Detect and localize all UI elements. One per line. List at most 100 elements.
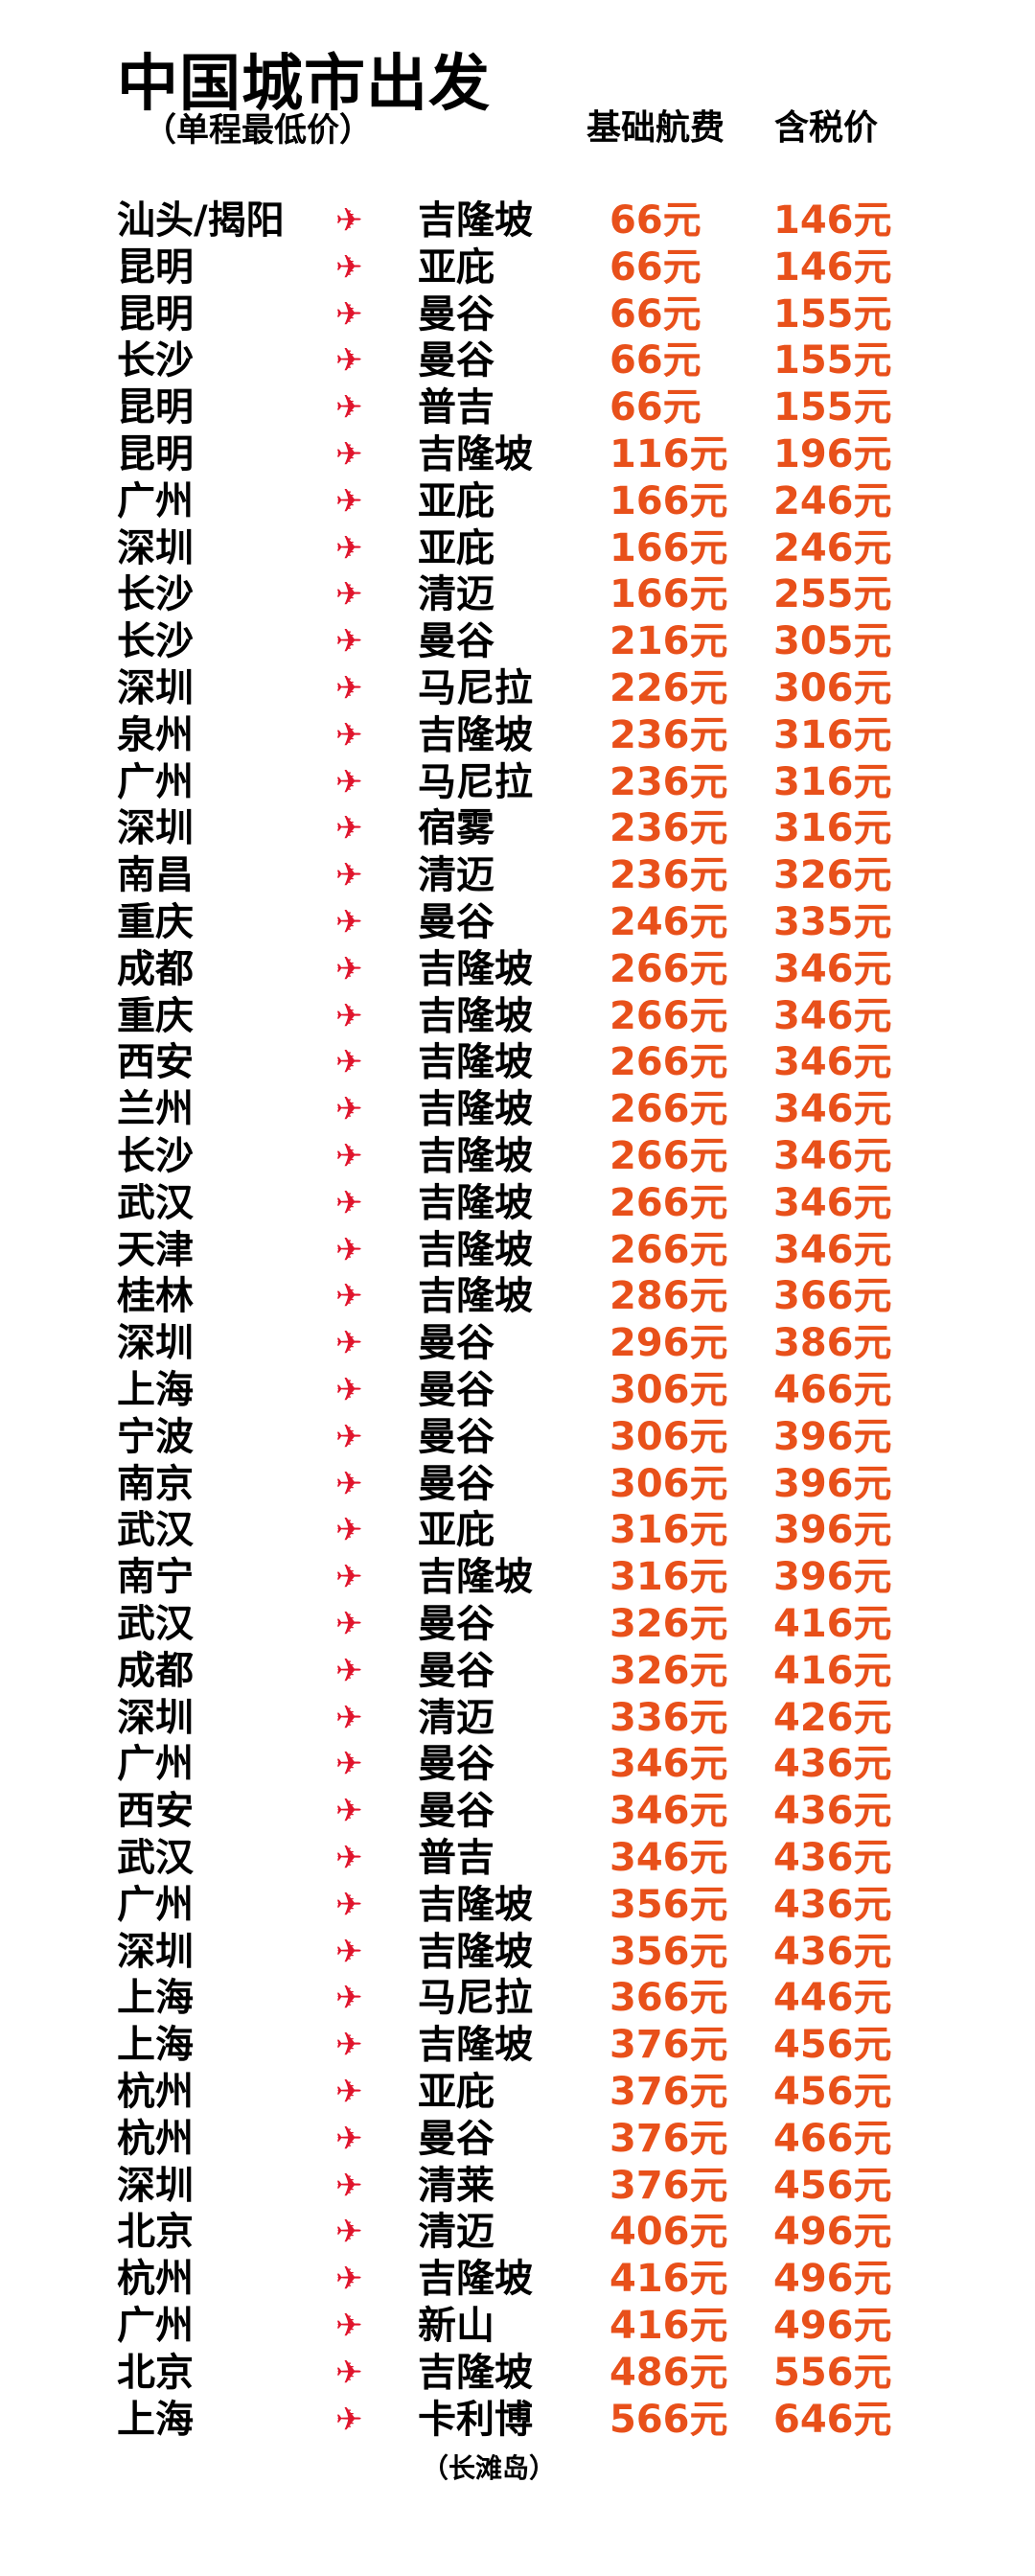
destination-city: 吉隆坡 xyxy=(418,994,533,1038)
airplane-icon: ✈ xyxy=(335,2401,363,2439)
tax-included-price: 436元 xyxy=(773,1836,892,1880)
tax-included-price: 386元 xyxy=(773,1321,892,1365)
tax-included-price: 456元 xyxy=(773,2023,892,2067)
destination-city: 吉隆坡 xyxy=(418,198,533,243)
destination-city: 卡利博 xyxy=(418,2398,533,2442)
origin-city: 桂林 xyxy=(117,1274,194,1318)
airplane-icon: ✈ xyxy=(335,1324,363,1362)
base-fare: 346元 xyxy=(610,1789,728,1833)
base-fare: 166元 xyxy=(610,572,728,616)
route-row: 成都 ✈ 曼谷 326元 416元 xyxy=(0,1648,1035,1694)
airplane-icon: ✈ xyxy=(335,435,363,474)
base-fare: 266元 xyxy=(610,1087,728,1131)
airplane-icon: ✈ xyxy=(335,950,363,988)
destination-city: 吉隆坡 xyxy=(418,1134,533,1178)
route-row: 上海 ✈ 曼谷 306元 466元 xyxy=(0,1367,1035,1413)
destination-city: 清莱 xyxy=(418,2164,494,2208)
origin-city: 南昌 xyxy=(117,853,194,897)
origin-city: 昆明 xyxy=(117,292,194,337)
tax-included-price: 326元 xyxy=(773,853,892,897)
tax-included-price: 466元 xyxy=(773,1368,892,1412)
origin-city: 重庆 xyxy=(117,994,194,1038)
destination-city: 吉隆坡 xyxy=(418,1087,533,1131)
base-fare: 346元 xyxy=(610,1836,728,1880)
route-row: 桂林 ✈ 吉隆坡 286元 366元 xyxy=(0,1273,1035,1319)
base-fare: 266元 xyxy=(610,1181,728,1225)
destination-city: 亚庇 xyxy=(418,526,494,570)
airplane-icon: ✈ xyxy=(335,1605,363,1643)
tax-included-price: 255元 xyxy=(773,572,892,616)
route-row: 泉州 ✈ 吉隆坡 236元 316元 xyxy=(0,712,1035,758)
base-fare: 166元 xyxy=(610,526,728,570)
airplane-icon: ✈ xyxy=(335,903,363,941)
tax-included-price: 396元 xyxy=(773,1508,892,1552)
route-row: 昆明 ✈ 吉隆坡 116元 196元 xyxy=(0,431,1035,477)
origin-city: 昆明 xyxy=(117,432,194,476)
route-row: 上海 ✈ 马尼拉 366元 446元 xyxy=(0,1975,1035,2021)
tax-included-price: 436元 xyxy=(773,1930,892,1974)
airplane-icon: ✈ xyxy=(335,2213,363,2251)
airplane-icon: ✈ xyxy=(335,341,363,380)
route-row: 兰州 ✈ 吉隆坡 266元 346元 xyxy=(0,1086,1035,1132)
base-fare: 266元 xyxy=(610,1228,728,1272)
route-row: 宁波 ✈ 曼谷 306元 396元 xyxy=(0,1414,1035,1460)
destination-city: 吉隆坡 xyxy=(418,1883,533,1927)
base-fare: 416元 xyxy=(610,2257,728,2301)
base-fare: 116元 xyxy=(610,432,728,476)
base-fare: 376元 xyxy=(610,2164,728,2208)
origin-city: 重庆 xyxy=(117,900,194,944)
origin-city: 兰州 xyxy=(117,1087,194,1131)
airplane-icon: ✈ xyxy=(335,295,363,334)
origin-city: 泉州 xyxy=(117,713,194,757)
origin-city: 深圳 xyxy=(117,666,194,710)
route-row: 广州 ✈ 新山 416元 496元 xyxy=(0,2303,1035,2349)
destination-city: 曼谷 xyxy=(418,1602,494,1646)
origin-city: 长沙 xyxy=(117,572,194,616)
origin-city: 武汉 xyxy=(117,1836,194,1880)
airplane-icon: ✈ xyxy=(335,1043,363,1081)
base-fare: 306元 xyxy=(610,1462,728,1506)
origin-city: 武汉 xyxy=(117,1508,194,1552)
route-row: 武汉 ✈ 亚庇 316元 396元 xyxy=(0,1507,1035,1553)
destination-city: 曼谷 xyxy=(418,1742,494,1786)
route-row: 杭州 ✈ 亚庇 376元 456元 xyxy=(0,2069,1035,2115)
destination-city: 吉隆坡 xyxy=(418,1930,533,1974)
destination-city: 吉隆坡 xyxy=(418,1181,533,1225)
route-row: 西安 ✈ 吉隆坡 266元 346元 xyxy=(0,1039,1035,1085)
airplane-icon: ✈ xyxy=(335,1277,363,1315)
base-fare: 66元 xyxy=(610,338,702,383)
destination-city: 清迈 xyxy=(418,2210,494,2254)
route-row: 广州 ✈ 马尼拉 236元 316元 xyxy=(0,759,1035,805)
origin-city: 上海 xyxy=(117,1976,194,2020)
airplane-icon: ✈ xyxy=(335,575,363,614)
destination-city: 曼谷 xyxy=(418,900,494,944)
origin-city: 成都 xyxy=(117,947,194,991)
tax-included-price: 416元 xyxy=(773,1602,892,1646)
tax-included-price: 305元 xyxy=(773,619,892,663)
origin-city: 深圳 xyxy=(117,1930,194,1974)
airplane-icon: ✈ xyxy=(335,2260,363,2298)
route-row: 深圳 ✈ 亚庇 166元 246元 xyxy=(0,525,1035,571)
origin-city: 长沙 xyxy=(117,1134,194,1178)
route-row: 深圳 ✈ 吉隆坡 356元 436元 xyxy=(0,1929,1035,1975)
destination-city: 曼谷 xyxy=(418,1368,494,1412)
tax-included-price: 335元 xyxy=(773,900,892,944)
base-fare: 266元 xyxy=(610,947,728,991)
base-fare: 266元 xyxy=(610,1040,728,1084)
destination-city: 吉隆坡 xyxy=(418,947,533,991)
origin-city: 北京 xyxy=(117,2210,194,2254)
airplane-icon: ✈ xyxy=(335,1558,363,1596)
airplane-icon: ✈ xyxy=(335,2073,363,2111)
airplane-icon: ✈ xyxy=(335,248,363,287)
column-header-tax-included: 含税价 xyxy=(774,108,879,148)
origin-city: 昆明 xyxy=(117,245,194,290)
airplane-icon: ✈ xyxy=(335,482,363,521)
destination-city: 吉隆坡 xyxy=(418,2023,533,2067)
base-fare: 66元 xyxy=(610,198,702,243)
base-fare: 346元 xyxy=(610,1742,728,1786)
origin-city: 成都 xyxy=(117,1649,194,1693)
origin-city: 深圳 xyxy=(117,1321,194,1365)
base-fare: 406元 xyxy=(610,2210,728,2254)
tax-included-price: 246元 xyxy=(773,526,892,570)
tax-included-price: 306元 xyxy=(773,666,892,710)
